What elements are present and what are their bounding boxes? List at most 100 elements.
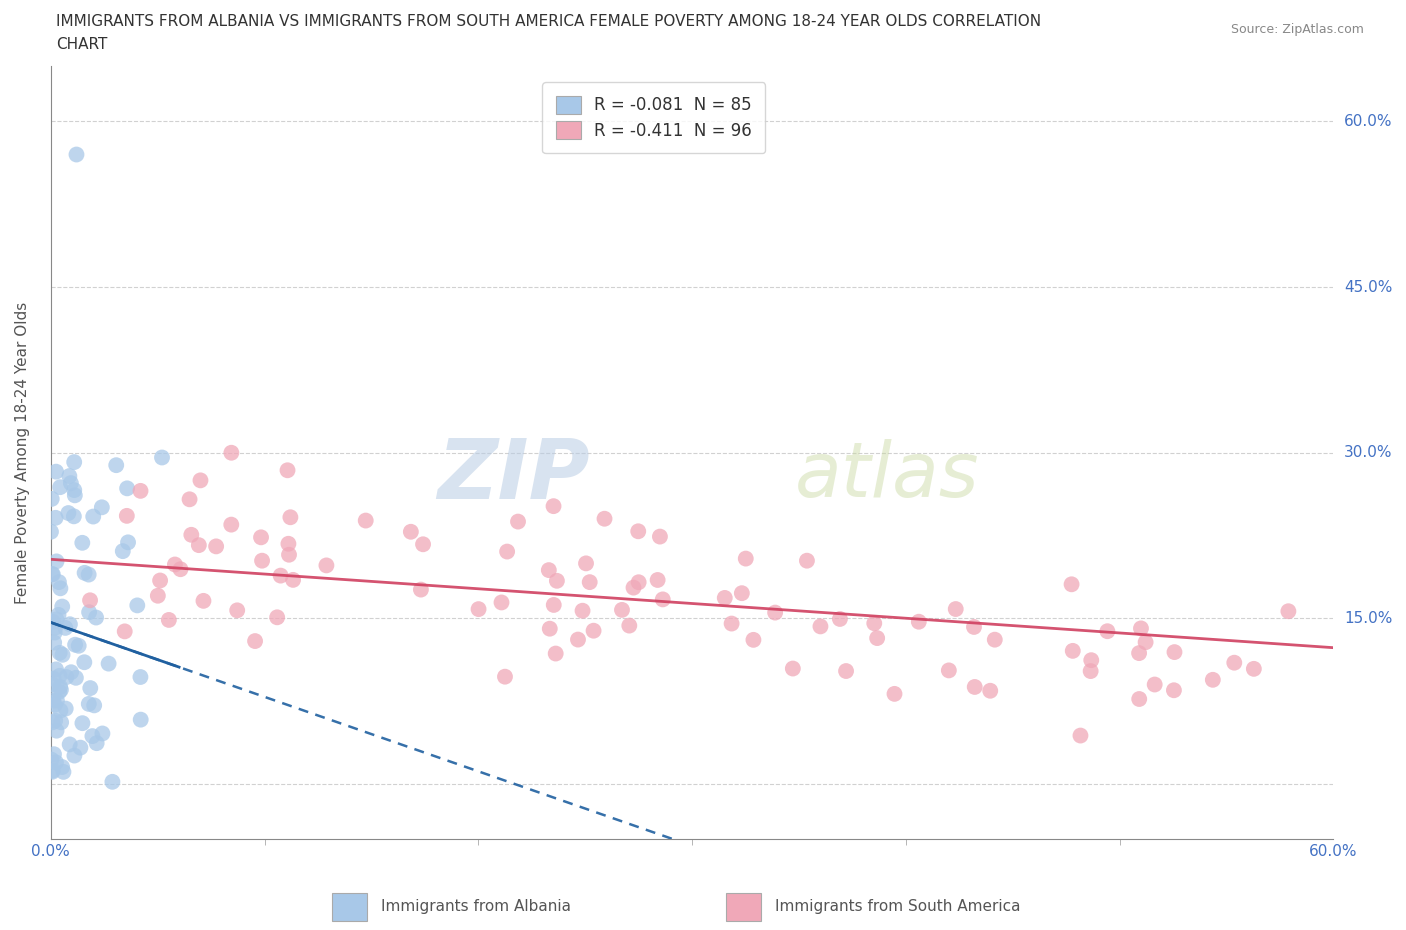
Point xyxy=(399,525,422,539)
Point xyxy=(42,671,65,686)
Point xyxy=(945,602,967,617)
Point xyxy=(49,480,72,495)
Point xyxy=(41,491,63,506)
Point xyxy=(146,589,169,604)
Point xyxy=(1128,645,1150,660)
Point xyxy=(1069,728,1091,743)
Point xyxy=(63,483,86,498)
Point xyxy=(45,554,67,569)
Point xyxy=(412,537,434,551)
Point xyxy=(53,620,76,635)
Legend: R = -0.081  N = 85, R = -0.411  N = 96: R = -0.081 N = 85, R = -0.411 N = 96 xyxy=(543,82,765,153)
Point xyxy=(69,740,91,755)
Point xyxy=(270,568,292,583)
Point xyxy=(619,618,641,633)
Point xyxy=(546,574,568,589)
Text: IMMIGRANTS FROM ALBANIA VS IMMIGRANTS FROM SOUTH AMERICA FEMALE POVERTY AMONG 18: IMMIGRANTS FROM ALBANIA VS IMMIGRANTS FR… xyxy=(56,14,1042,29)
Point xyxy=(51,599,73,614)
Point xyxy=(82,509,104,524)
Point xyxy=(1243,661,1265,676)
Point xyxy=(44,713,66,728)
Point xyxy=(77,567,100,582)
Point xyxy=(593,512,616,526)
Point xyxy=(647,573,669,588)
Point xyxy=(51,647,73,662)
Point xyxy=(828,612,851,627)
Point xyxy=(48,645,70,660)
Point xyxy=(491,595,513,610)
Point xyxy=(280,510,302,525)
Point xyxy=(782,661,804,676)
Point xyxy=(907,615,929,630)
Point xyxy=(83,698,105,712)
Point xyxy=(1097,624,1119,639)
Point xyxy=(796,553,818,568)
Point xyxy=(1060,577,1083,591)
Point xyxy=(938,663,960,678)
Point xyxy=(55,670,77,684)
Point xyxy=(582,623,605,638)
Point xyxy=(354,513,377,528)
Point xyxy=(72,536,94,551)
Point xyxy=(205,539,228,554)
Point xyxy=(59,476,82,491)
Point xyxy=(111,544,134,559)
Point xyxy=(55,701,77,716)
Point xyxy=(169,562,191,577)
Point xyxy=(41,752,63,767)
Point xyxy=(193,593,215,608)
Point xyxy=(44,620,66,635)
Point xyxy=(731,586,754,601)
Point xyxy=(567,632,589,647)
Point xyxy=(221,445,243,460)
Point xyxy=(84,610,107,625)
Point xyxy=(713,591,735,605)
Point xyxy=(63,455,86,470)
Point xyxy=(742,632,765,647)
Text: atlas: atlas xyxy=(794,439,979,513)
Point xyxy=(59,617,82,631)
Point xyxy=(277,537,299,551)
Point xyxy=(180,527,202,542)
Text: Immigrants from Albania: Immigrants from Albania xyxy=(381,899,571,914)
Point xyxy=(571,604,593,618)
Point xyxy=(281,573,304,588)
Point xyxy=(963,619,986,634)
Point xyxy=(157,613,180,628)
Point xyxy=(49,680,72,695)
Point xyxy=(90,500,112,515)
Point xyxy=(129,670,152,684)
Point xyxy=(149,573,172,588)
Point xyxy=(45,724,67,738)
Point xyxy=(651,592,673,607)
Point xyxy=(42,693,65,708)
Point xyxy=(720,616,742,631)
Point xyxy=(963,680,986,695)
Point xyxy=(63,748,86,763)
Point xyxy=(129,712,152,727)
Point xyxy=(45,662,67,677)
Point xyxy=(979,684,1001,698)
Point xyxy=(115,481,138,496)
Point xyxy=(101,775,124,790)
Point xyxy=(65,671,87,685)
Point xyxy=(250,530,273,545)
Point xyxy=(496,544,519,559)
Point xyxy=(49,683,72,698)
Point xyxy=(59,737,82,751)
Point xyxy=(48,575,70,590)
Point xyxy=(187,538,209,552)
Point xyxy=(52,764,75,779)
Point xyxy=(45,755,67,770)
Point xyxy=(41,764,63,778)
Point xyxy=(575,556,598,571)
Point xyxy=(51,760,73,775)
Point xyxy=(578,575,600,590)
Point xyxy=(49,715,72,730)
Text: 60.0%: 60.0% xyxy=(1344,113,1392,129)
Point xyxy=(58,506,80,521)
Point xyxy=(226,603,249,618)
Point xyxy=(243,633,266,648)
Point xyxy=(42,566,65,581)
Point xyxy=(41,677,63,692)
